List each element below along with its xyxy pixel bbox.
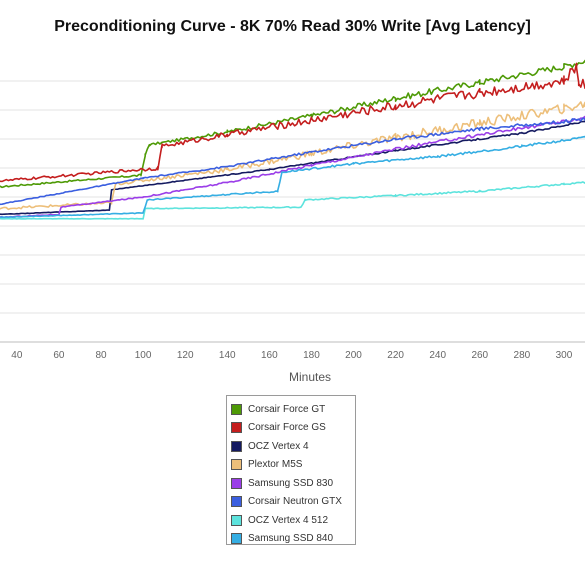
legend-item: Corsair Neutron GTX (231, 493, 355, 512)
legend: Corsair Force GT Corsair Force GS OCZ Vert… (226, 395, 356, 545)
x-tick-label: 80 (95, 350, 107, 361)
x-tick-label: 60 (53, 350, 65, 361)
series-line-samsung-ssd-840 (0, 135, 585, 219)
legend-label: OCZ Vertex 4 512 (248, 514, 329, 526)
chart-title: Preconditioning Curve - 8K 70% Read 30% … (54, 18, 531, 35)
legend-label: OCZ Vertex 4 (248, 440, 309, 452)
x-tick-label: 180 (303, 350, 320, 361)
x-tick-label: 260 (471, 350, 488, 361)
legend-label: Plextor M5S (248, 459, 303, 471)
x-tick-label: 100 (135, 350, 152, 361)
x-tick-label: 40 (11, 350, 23, 361)
x-tick-label: 160 (261, 350, 278, 361)
x-tick-label: 300 (556, 350, 573, 361)
x-axis: 40 60 80 100 120 140 160 180 200 220 240 260 280 300 (11, 350, 572, 361)
legend-label: Samsung SSD 840 (248, 533, 334, 545)
legend-item: Corsair Force GS (231, 419, 355, 438)
series-line-samsung-ssd-830 (0, 115, 585, 219)
legend-item: Samsung SSD 840 (231, 530, 355, 549)
x-tick-label: 240 (429, 350, 446, 361)
legend-item: OCZ Vertex 4 512 (231, 511, 355, 530)
legend-label: Corsair Force GT (248, 403, 326, 415)
legend-swatch (231, 496, 242, 508)
series-line-ocz-vertex-4-512 (0, 181, 585, 220)
legend-item: OCZ Vertex 4 (231, 437, 355, 456)
x-axis-label: Minutes (289, 370, 331, 384)
series-layer (0, 59, 585, 220)
legend-swatch (231, 422, 242, 434)
legend-label: Corsair Force GS (248, 422, 326, 434)
series-line-corsair-force-gs (0, 62, 585, 183)
series-line-ocz-vertex-4 (0, 120, 585, 216)
legend-label: Samsung SSD 830 (248, 477, 334, 489)
series-line-plextor-m5s (0, 101, 585, 211)
x-tick-label: 120 (177, 350, 194, 361)
x-tick-label: 140 (219, 350, 236, 361)
legend-swatch (231, 477, 242, 489)
x-tick-label: 280 (514, 350, 531, 361)
series-line-corsair-neutron-gtx (0, 117, 585, 206)
legend-swatch (231, 459, 242, 471)
legend-swatch (231, 403, 242, 415)
legend-swatch (231, 533, 242, 545)
x-tick-label: 200 (345, 350, 362, 361)
legend-item: Samsung SSD 830 (231, 474, 355, 493)
legend-swatch (231, 514, 242, 526)
series-line-corsair-force-gt (0, 59, 585, 189)
legend-swatch (231, 440, 242, 452)
legend-item: Corsair Force GT (231, 400, 355, 419)
legend-item: Plextor M5S (231, 456, 355, 475)
legend-label: Corsair Neutron GTX (248, 496, 342, 508)
x-tick-label: 220 (387, 350, 404, 361)
